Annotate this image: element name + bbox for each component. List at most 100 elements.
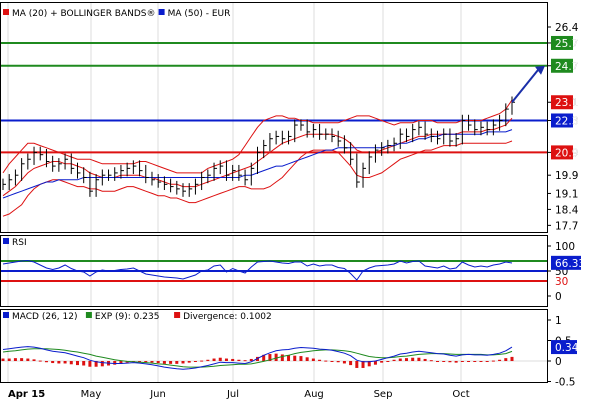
divergence-bar	[150, 361, 154, 363]
macd-tick-label: 1	[555, 315, 562, 327]
last-close-badge	[551, 95, 573, 110]
divergence-bar	[473, 361, 477, 362]
price-pane-frame	[0, 2, 548, 233]
price-level-badge	[551, 35, 573, 50]
legend-label: Divergence: 0.1002	[183, 312, 272, 322]
divergence-bar	[367, 361, 371, 367]
divergence-bar	[94, 361, 98, 367]
legend-label: EXP (9): 0.235	[95, 312, 160, 322]
divergence-bar	[299, 356, 303, 361]
divergence-bar	[342, 361, 346, 364]
divergence-bar	[88, 361, 92, 367]
divergence-bar	[311, 358, 315, 361]
price-tick-label: 26.4	[555, 22, 579, 34]
legend-label: RSI	[12, 238, 27, 248]
legend-swatch	[85, 312, 92, 318]
divergence-bar	[442, 361, 446, 362]
divergence-bar	[206, 359, 210, 361]
legend-swatch	[3, 9, 9, 15]
rsi-level-label: 30	[555, 276, 568, 288]
divergence-bar	[305, 357, 309, 361]
divergence-bar	[448, 361, 452, 363]
divergence-bar	[100, 361, 104, 367]
divergence-bar	[175, 361, 179, 364]
x-tick-label: Sep	[374, 389, 393, 400]
rsi-tick-label: 0	[555, 291, 562, 303]
x-tick-label: Jul	[226, 389, 239, 400]
legend-swatch	[3, 312, 9, 318]
divergence-bar	[237, 359, 241, 361]
price-level-badge	[551, 145, 573, 160]
divergence-bar	[231, 358, 235, 361]
x-tick-label: Oct	[452, 389, 469, 400]
price-level-badge	[551, 58, 573, 73]
divergence-bar	[187, 361, 191, 363]
divergence-bar	[144, 361, 148, 363]
x-tick-label: Jun	[149, 389, 166, 400]
divergence-bar	[398, 358, 402, 361]
divergence-bar	[386, 361, 390, 362]
last-close-badge-label: 23.1	[555, 97, 578, 109]
bollinger-lower-line	[2, 140, 513, 217]
macd-last-badge-label: 0.34	[555, 342, 579, 354]
price-tick-label: 19.1	[555, 188, 578, 200]
legend-swatch	[174, 312, 181, 318]
macd-pane-frame	[0, 309, 548, 383]
divergence-bar	[460, 361, 464, 362]
price-level-badge-label: 25.7	[555, 38, 578, 50]
rsi-tick-label: 100	[555, 241, 575, 253]
x-tick-label: Apr 15	[8, 389, 45, 400]
divergence-bar	[287, 355, 291, 361]
divergence-bar	[274, 353, 278, 361]
divergence-bar	[218, 357, 222, 361]
divergence-bar	[82, 361, 86, 366]
macd-tick-label: -0.5	[555, 377, 576, 389]
divergence-bar	[156, 361, 160, 364]
divergence-bar	[318, 359, 322, 361]
divergence-bar	[349, 361, 353, 366]
macd-tick-label: 0	[555, 356, 562, 368]
divergence-bar	[510, 356, 514, 361]
divergence-bar	[411, 357, 415, 361]
divergence-bar	[373, 361, 377, 365]
price-tick-label: 19.9	[555, 170, 578, 182]
divergence-bar	[293, 355, 297, 361]
target-arrow-head	[535, 65, 545, 75]
divergence-bar	[20, 358, 24, 361]
divergence-bar	[113, 361, 117, 365]
divergence-bar	[280, 354, 284, 361]
divergence-bar	[355, 361, 359, 368]
divergence-bar	[504, 358, 508, 361]
divergence-bar	[467, 361, 471, 362]
divergence-bar	[193, 361, 197, 362]
legend-label: MA (50) - EUR	[168, 9, 231, 19]
rsi-last-badge	[551, 255, 581, 270]
price-level-badge-label: 24.7	[555, 61, 578, 73]
divergence-bar	[485, 361, 489, 362]
divergence-bar	[336, 361, 340, 363]
rsi-line	[2, 259, 513, 281]
divergence-bar	[498, 359, 502, 361]
price-tick-label: 18.4	[555, 204, 579, 216]
price-level-badge-label: 22.3	[555, 115, 578, 127]
divergence-bar	[491, 360, 495, 362]
divergence-bar	[417, 357, 421, 361]
divergence-bar	[1, 358, 5, 361]
divergence-bar	[51, 361, 55, 364]
divergence-bar	[249, 358, 253, 361]
price-level-badge	[551, 113, 573, 128]
divergence-bar	[162, 361, 166, 364]
divergence-bar	[454, 361, 458, 363]
x-tick-label: Aug	[304, 389, 324, 400]
divergence-bar	[32, 359, 36, 361]
divergence-bar	[479, 361, 483, 362]
legend-label: MA (20) + BOLLINGER BANDS®	[12, 9, 156, 19]
divergence-bar	[57, 361, 61, 364]
divergence-bar	[429, 360, 433, 362]
divergence-bar	[330, 361, 334, 362]
divergence-bar	[75, 361, 79, 366]
divergence-bar	[212, 358, 216, 361]
x-tick-label: May	[81, 389, 102, 400]
divergence-bar	[243, 360, 247, 362]
